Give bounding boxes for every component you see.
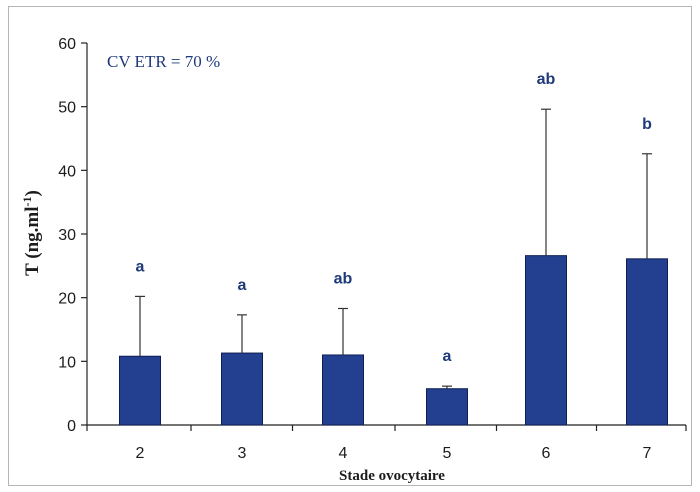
significance-letter: a: [443, 348, 452, 365]
x-tick-label: 2: [136, 445, 145, 462]
chart-bars: [119, 108, 668, 426]
y-axis-label-main: T (ng.ml: [22, 206, 43, 275]
y-tick-label: 0: [67, 418, 76, 435]
y-tick-label: 20: [58, 291, 76, 308]
x-tick-label: 5: [443, 445, 452, 462]
y-axis-label-superscript: -1: [20, 196, 34, 206]
bar: [221, 352, 263, 426]
bar: [525, 255, 567, 426]
significance-letter: a: [136, 258, 145, 275]
significance-letter: ab: [537, 71, 556, 88]
significance-letter: ab: [334, 270, 353, 287]
x-axis-label: Stade ovocytaire: [339, 468, 445, 484]
y-tick-label: 40: [58, 163, 76, 180]
significance-letter: a: [238, 277, 247, 294]
y-tick-label: 60: [58, 36, 76, 53]
bar: [426, 388, 468, 426]
x-tick-label: 7: [643, 445, 652, 462]
bar: [322, 354, 364, 426]
y-tick-label: 50: [58, 100, 76, 117]
chart-axes: 0 10 20 30 40 50 60: [58, 36, 687, 435]
cv-etr-annotation: CV ETR = 70 %: [107, 52, 220, 71]
x-tick-label: 4: [339, 445, 348, 462]
bar: [626, 258, 668, 426]
chart-labels: a 2 a 3 ab 4 a 5 ab 6 b 7: [136, 71, 653, 462]
x-tick-label: 3: [238, 445, 247, 462]
bar: [119, 355, 161, 426]
significance-letter: b: [642, 116, 652, 133]
y-axis-label: T (ng.ml-1): [20, 190, 43, 276]
y-tick-label: 30: [58, 227, 76, 244]
y-tick-label: 10: [58, 354, 76, 371]
x-tick-label: 6: [542, 445, 551, 462]
y-axis-label-close: ): [22, 190, 43, 196]
